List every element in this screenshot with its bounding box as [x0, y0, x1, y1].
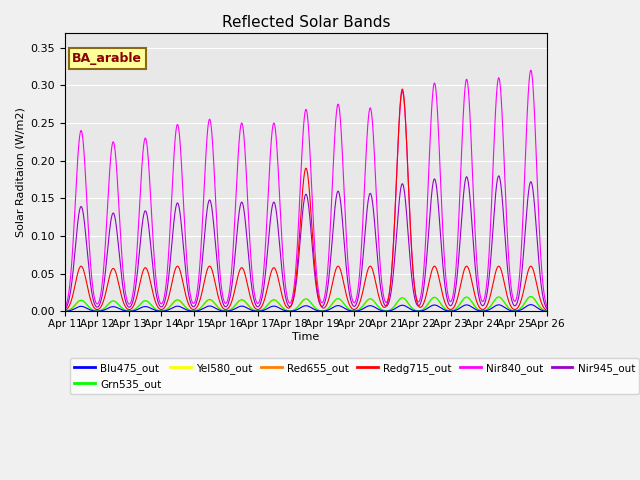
Y-axis label: Solar Raditaion (W/m2): Solar Raditaion (W/m2): [15, 107, 25, 237]
Text: BA_arable: BA_arable: [72, 52, 142, 65]
X-axis label: Time: Time: [292, 332, 319, 342]
Title: Reflected Solar Bands: Reflected Solar Bands: [221, 15, 390, 30]
Legend: Blu475_out, Grn535_out, Yel580_out, Red655_out, Redg715_out, Nir840_out, Nir945_: Blu475_out, Grn535_out, Yel580_out, Red6…: [70, 359, 639, 394]
